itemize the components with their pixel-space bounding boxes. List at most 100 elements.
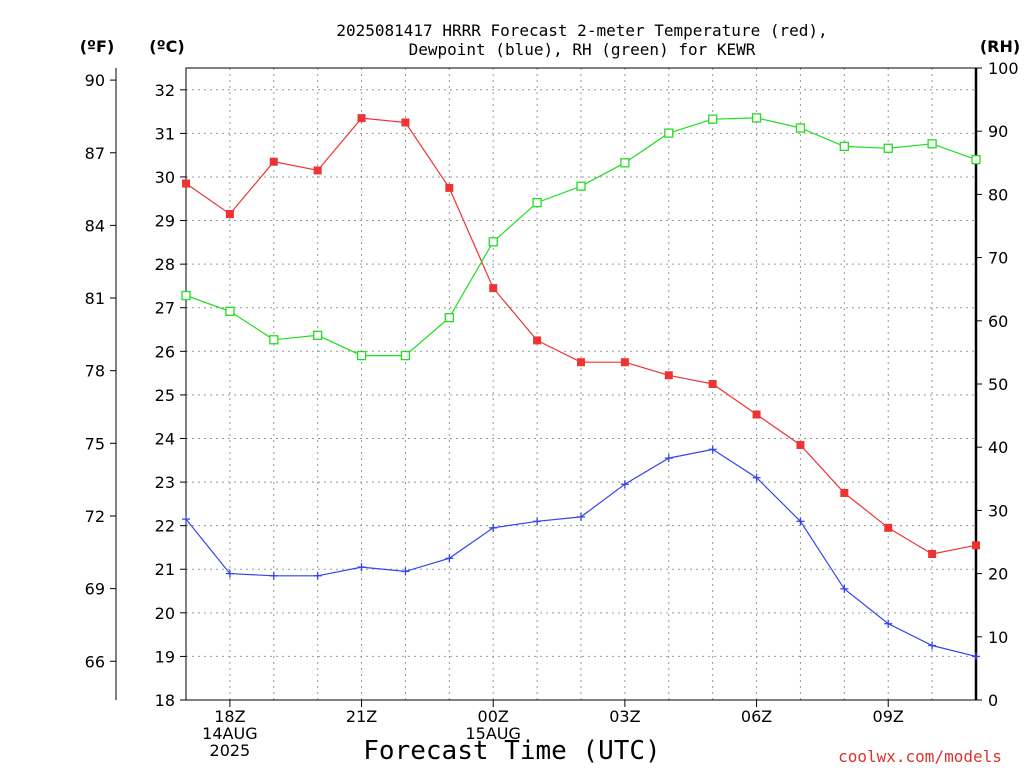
plot-frame — [185, 67, 977, 701]
temperature-point — [269, 157, 278, 166]
dewpoint-point — [313, 571, 322, 580]
dewpoint-point — [884, 619, 893, 628]
rh-point — [751, 113, 762, 123]
temperature-point — [445, 183, 454, 192]
temperature-point — [620, 358, 629, 367]
celsius-tick-label: 30 — [155, 168, 175, 187]
dewpoint-point — [840, 584, 849, 593]
dewpoint-point — [620, 480, 629, 489]
series-line-dewpoint — [185, 448, 977, 657]
grid-layer — [186, 68, 976, 700]
rh-point — [356, 350, 367, 361]
rh-point — [708, 114, 718, 124]
temperature-point — [840, 488, 849, 497]
rh-tick-label: 40 — [988, 438, 1008, 457]
dewpoint-point — [445, 554, 454, 563]
rh-tick-label: 10 — [988, 628, 1008, 647]
temperature-point — [796, 441, 805, 450]
x-tick-label: 15AUG — [466, 724, 521, 743]
fahrenheit-tick-label: 90 — [85, 71, 105, 90]
celsius-tick-label: 31 — [155, 124, 175, 143]
rh-tick-label: 30 — [988, 501, 1008, 520]
celsius-tick-label: 18 — [155, 691, 175, 710]
dewpoint-point — [708, 445, 717, 454]
rh-point — [620, 158, 630, 168]
rh-tick-label: 50 — [988, 375, 1008, 394]
temperature-point — [489, 284, 498, 293]
rh-point — [181, 290, 191, 301]
rh-tick-label: 0 — [988, 691, 998, 710]
rh-tick-label: 100 — [988, 59, 1019, 78]
temperature-point — [533, 336, 542, 345]
temperature-point — [884, 523, 893, 532]
temperature-point — [313, 166, 322, 175]
temperature-point — [972, 541, 980, 550]
dewpoint-point — [182, 515, 190, 524]
celsius-tick-label: 22 — [155, 517, 175, 536]
celsius-tick-label: 27 — [155, 299, 175, 318]
temperature-point — [357, 114, 366, 123]
celsius-tick-label: 21 — [155, 560, 175, 579]
chart-title-line-1: 2025081417 HRRR Forecast 2-meter Tempera… — [336, 21, 827, 40]
dewpoint-point — [796, 517, 805, 526]
celsius-tick-label: 24 — [155, 429, 175, 448]
celsius-tick-label: 19 — [155, 647, 175, 666]
x-tick-label: 06Z — [741, 707, 772, 726]
fahrenheit-tick-label: 75 — [85, 434, 105, 453]
temperature-point — [664, 371, 673, 380]
fahrenheit-tick-label: 84 — [85, 216, 105, 235]
celsius-tick-label: 29 — [155, 212, 175, 231]
fahrenheit-tick-label: 78 — [85, 362, 105, 381]
fahrenheit-tick-label: 87 — [85, 144, 105, 163]
dewpoint-point — [664, 454, 673, 463]
series-layer — [181, 113, 981, 661]
celsius-axis-label: (ºC) — [149, 37, 184, 56]
temperature-point — [577, 358, 585, 367]
temperature-point — [182, 179, 190, 188]
dewpoint-point — [752, 473, 761, 482]
rh-point — [488, 237, 498, 247]
rh-axis-label: (RH) — [980, 37, 1020, 56]
fahrenheit-axis-label: (ºF) — [80, 37, 115, 56]
celsius-tick-label: 32 — [155, 81, 175, 100]
rh-point — [444, 312, 454, 323]
celsius-tick-label: 20 — [155, 604, 175, 623]
temperature-point — [708, 380, 717, 388]
rh-point — [883, 143, 893, 153]
rh-point — [927, 139, 937, 149]
dewpoint-point — [972, 652, 980, 661]
rh-tick-label: 20 — [988, 565, 1008, 584]
celsius-tick-label: 25 — [155, 386, 175, 405]
dewpoint-point — [225, 569, 234, 578]
rh-tick-label: 90 — [988, 122, 1008, 141]
rh-point — [664, 128, 674, 138]
x-tick-label: 18Z — [214, 707, 245, 726]
rh-point — [532, 197, 542, 208]
x-tick-label: 00Z — [478, 707, 509, 726]
rh-point — [839, 141, 849, 152]
rh-point — [971, 154, 981, 165]
rh-point — [795, 123, 806, 133]
dewpoint-point — [401, 567, 410, 576]
dewpoint-point — [269, 571, 278, 580]
chart-title-line-2: Dewpoint (blue), RH (green) for KEWR — [409, 40, 756, 59]
temperature-point — [928, 549, 937, 558]
rh-point — [400, 350, 411, 361]
rh-point — [576, 181, 586, 191]
x-axis-label: Forecast Time (UTC) — [363, 736, 660, 766]
tick-layer: 18 19 20 21 22 23 24 25 26 27 28 29 30 31 32 66 69 72 75 78… — [85, 59, 1019, 760]
dewpoint-point — [357, 563, 366, 572]
axes-layer — [115, 67, 978, 701]
x-tick-label: 03Z — [609, 707, 640, 726]
celsius-tick-label: 28 — [155, 255, 175, 274]
dewpoint-point — [928, 641, 937, 650]
rh-point — [225, 306, 235, 316]
x-tick-label: 21Z — [346, 707, 377, 726]
rh-point — [269, 335, 279, 345]
rh-tick-label: 80 — [988, 185, 1008, 204]
x-tick-label: 09Z — [873, 707, 904, 726]
celsius-tick-label: 23 — [155, 473, 175, 492]
temperature-point — [225, 210, 234, 219]
